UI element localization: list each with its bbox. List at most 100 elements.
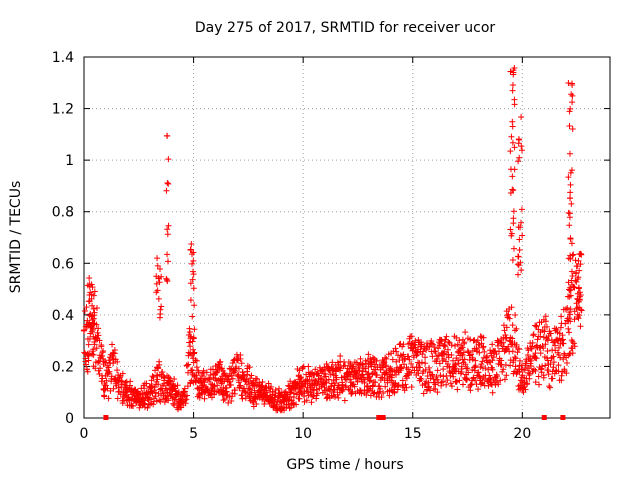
data-point (194, 364, 200, 370)
data-point (224, 385, 230, 391)
data-point (421, 391, 427, 397)
data-point (86, 275, 92, 281)
data-point (165, 181, 171, 187)
data-point (156, 296, 162, 302)
data-point (513, 326, 519, 332)
x-tick-label: 5 (189, 426, 198, 442)
data-point (510, 82, 516, 88)
data-point (509, 186, 515, 192)
zero-marker (560, 415, 565, 420)
data-point (517, 247, 523, 253)
data-point (510, 123, 516, 129)
data-point (444, 377, 450, 383)
data-point (566, 294, 572, 300)
data-point (342, 397, 348, 403)
data-point (567, 195, 573, 201)
data-point (481, 349, 487, 355)
data-point (478, 333, 484, 339)
data-point (570, 126, 576, 132)
zero-marker (542, 415, 547, 420)
data-point (570, 273, 576, 279)
data-point (455, 341, 461, 347)
data-point (188, 297, 194, 303)
data-point (558, 313, 564, 319)
data-point (164, 133, 170, 139)
data-point (568, 182, 574, 188)
data-point (573, 257, 579, 263)
data-point (273, 387, 279, 393)
data-point (564, 360, 570, 366)
data-point (163, 188, 169, 194)
data-point (152, 384, 158, 390)
data-point (565, 326, 571, 332)
data-point (191, 302, 197, 308)
data-point (569, 99, 575, 105)
data-point (187, 329, 193, 335)
data-point (110, 360, 116, 366)
data-point (508, 134, 514, 140)
zero-marker (103, 415, 108, 420)
data-point (566, 329, 572, 335)
data-point (454, 386, 460, 392)
data-point (432, 349, 438, 355)
data-point (511, 208, 517, 214)
zero-marker (376, 415, 381, 420)
zero-marker (381, 415, 386, 420)
data-point (422, 354, 428, 360)
data-point (515, 272, 521, 278)
x-tick-label: 15 (404, 426, 422, 442)
data-point (518, 114, 524, 120)
data-point (443, 334, 449, 340)
x-tick-label: 20 (513, 426, 531, 442)
data-point (558, 325, 564, 331)
data-point (164, 226, 170, 232)
data-point (376, 383, 382, 389)
data-point (228, 382, 234, 388)
data-point (416, 360, 422, 366)
data-point (300, 365, 306, 371)
data-point (260, 379, 266, 385)
data-point (462, 329, 468, 335)
data-point (568, 201, 574, 207)
data-point (456, 360, 462, 366)
data-point (248, 372, 254, 378)
data-point (512, 166, 518, 172)
data-point (503, 372, 509, 378)
data-point (190, 258, 196, 264)
data-point (380, 390, 386, 396)
data-point (157, 311, 163, 317)
data-point (276, 386, 282, 392)
data-point (489, 341, 495, 347)
data-point (191, 285, 197, 291)
data-point (510, 257, 516, 263)
data-point (499, 369, 505, 375)
data-point (184, 363, 190, 369)
data-point (512, 312, 518, 318)
data-point (569, 93, 575, 99)
data-point (534, 336, 540, 342)
data-point (480, 345, 486, 351)
data-point (567, 189, 573, 195)
data-point (566, 123, 572, 129)
data-point (475, 386, 481, 392)
data-point (516, 254, 522, 260)
y-tick-label: 0.8 (52, 205, 74, 221)
data-point (502, 376, 508, 382)
y-tick-label: 1 (65, 153, 74, 169)
data-point (569, 167, 575, 173)
data-point (569, 240, 575, 246)
data-point (516, 237, 522, 243)
data-point (511, 97, 517, 103)
data-point (546, 383, 552, 389)
x-axis-label: GPS time / hours (286, 457, 403, 473)
data-point (507, 227, 513, 233)
data-point (452, 343, 458, 349)
data-point (510, 220, 516, 226)
y-tick-label: 1.4 (52, 50, 74, 66)
data-point (560, 341, 566, 347)
y-tick-label: 0.6 (52, 256, 74, 272)
data-point (519, 147, 525, 153)
data-point (490, 390, 496, 396)
data-point (511, 246, 517, 252)
chart-title: Day 275 of 2017, SRMTID for receiver uco… (195, 20, 496, 36)
